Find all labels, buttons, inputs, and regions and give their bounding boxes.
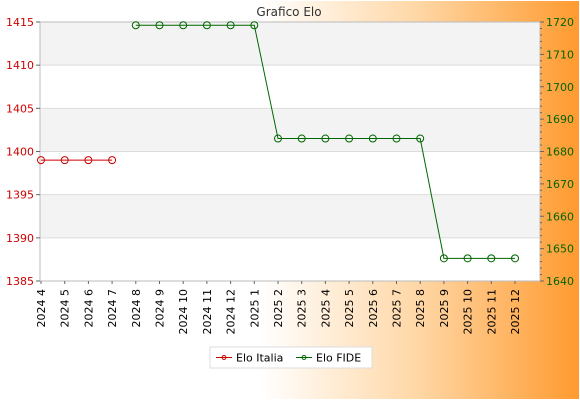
data-point [155,21,164,30]
x-axis: 2024 4 2024 5 2024 6 2024 7 2024 8 2024 9 2024… [35,281,522,335]
data-point [37,156,45,165]
left-tick-label: 1390 [6,232,34,245]
data-point [297,134,306,143]
left-y-axis: 1385 1390 1395 1400 1405 1410 1415 [6,16,40,288]
series-layer [37,21,519,263]
grid-band [40,22,540,66]
left-tick-label: 1415 [6,16,34,29]
right-tick-label: 1690 [546,113,574,126]
x-tick-label: 2025 2 [272,289,285,328]
x-tick-label: 2024 9 [154,289,167,328]
right-tick-label: 1710 [546,48,574,61]
x-tick-label: 2025 4 [319,289,332,328]
legend-marker [221,355,227,360]
data-point [60,156,69,165]
right-tick-label: 1660 [546,210,574,223]
legend-item: Elo FIDE [296,352,361,365]
x-tick-label: 2025 11 [485,289,498,335]
legend-marker [301,355,307,360]
data-point [179,21,188,30]
left-tick-label: 1400 [6,146,34,159]
data-point [392,134,401,143]
data-point [226,21,235,30]
x-tick-label: 2025 10 [462,289,475,335]
x-tick-label: 2024 6 [82,289,95,328]
data-point [274,134,282,143]
grid-band [40,108,540,152]
right-tick-label: 1720 [546,16,574,29]
legend-label: Elo Italia [236,352,283,365]
left-tick-label: 1395 [6,189,34,202]
right-tick-label: 1640 [546,275,574,288]
data-point [487,254,496,263]
x-tick-label: 2025 3 [296,289,309,328]
x-tick-label: 2025 7 [391,289,404,328]
chart-title: Grafico Elo [256,5,321,19]
x-tick-label: 2024 11 [201,289,214,335]
data-point [250,21,259,30]
data-point [463,254,472,263]
series-line [135,24,515,259]
x-tick-label: 2024 5 [59,289,72,328]
plot-area [39,21,541,282]
left-tick-label: 1405 [6,102,34,115]
data-point [84,156,93,165]
right-tick-label: 1680 [546,146,574,159]
left-tick-label: 1410 [6,59,34,72]
x-tick-label: 2024 12 [225,289,238,335]
x-tick-label: 2024 10 [177,289,190,335]
legend-box [209,346,373,369]
right-y-axis: 1640 1650 1660 1670 1680 1690 1700 1710 1720 [540,16,574,288]
right-tick-label: 1650 [546,243,574,256]
x-tick-label: 2025 8 [414,289,427,328]
x-tick-label: 2024 8 [130,289,143,328]
series-elo-italia [37,156,117,165]
x-tick-label: 2025 1 [248,289,261,328]
x-tick-label: 2025 6 [367,289,380,328]
data-point [202,21,211,30]
legend: Elo Italia Elo FIDE [209,346,373,369]
data-point [345,134,354,143]
data-point [439,254,448,263]
data-point [131,21,140,30]
series-elo-fide [131,21,519,263]
left-tick-label: 1385 [6,275,34,288]
legend-label: Elo FIDE [316,352,361,365]
x-tick-label: 2025 9 [438,289,451,328]
grid-band [40,194,540,238]
x-tick-label: 2025 5 [343,289,356,328]
right-tick-label: 1670 [546,178,574,191]
x-tick-label: 2024 7 [106,289,119,328]
data-point [416,134,425,143]
right-tick-label: 1700 [546,81,574,94]
legend-item: Elo Italia [216,352,283,365]
data-point [368,134,377,143]
data-point [108,156,117,165]
data-point [321,134,330,143]
data-point [511,254,519,263]
x-tick-label: 2024 4 [35,289,48,328]
x-tick-label: 2025 12 [509,289,522,335]
